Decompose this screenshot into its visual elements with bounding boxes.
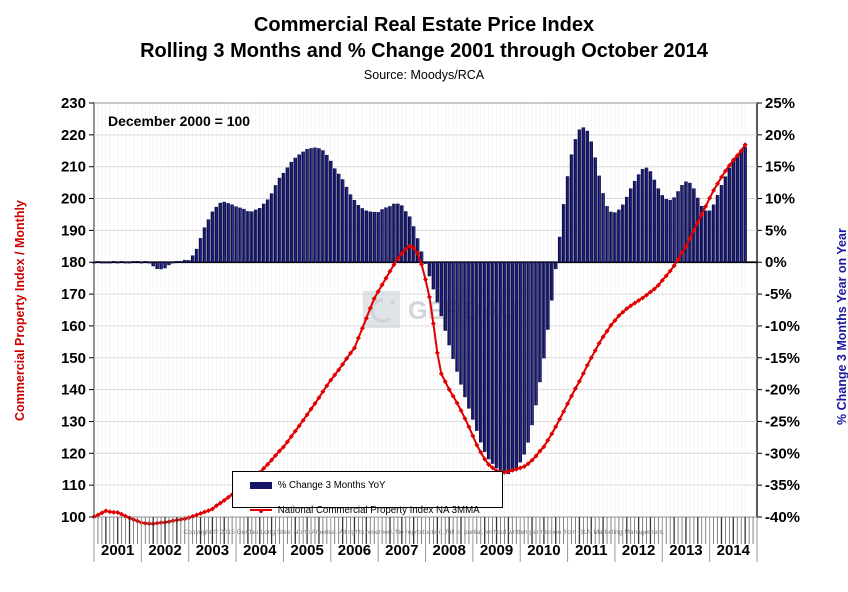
svg-text:2007: 2007 bbox=[385, 542, 418, 559]
svg-text:180: 180 bbox=[61, 254, 86, 271]
svg-text:15%: 15% bbox=[765, 159, 795, 176]
svg-text:-30%: -30% bbox=[765, 445, 800, 462]
svg-text:2001: 2001 bbox=[101, 542, 134, 559]
svg-text:110: 110 bbox=[62, 477, 86, 494]
svg-text:5%: 5% bbox=[765, 222, 787, 239]
svg-text:-10%: -10% bbox=[765, 318, 800, 335]
svg-text:2011: 2011 bbox=[575, 542, 608, 559]
svg-text:-5%: -5% bbox=[765, 286, 792, 303]
svg-text:190: 190 bbox=[61, 222, 86, 239]
svg-text:210: 210 bbox=[61, 159, 86, 176]
svg-text:0%: 0% bbox=[765, 254, 787, 271]
svg-text:25%: 25% bbox=[765, 95, 795, 112]
svg-text:2006: 2006 bbox=[338, 542, 371, 559]
svg-text:150: 150 bbox=[61, 350, 86, 367]
svg-text:2008: 2008 bbox=[432, 542, 465, 559]
svg-text:170: 170 bbox=[61, 286, 86, 303]
svg-text:2012: 2012 bbox=[622, 542, 655, 559]
svg-text:230: 230 bbox=[61, 95, 86, 112]
svg-text:2010: 2010 bbox=[527, 542, 560, 559]
svg-text:-15%: -15% bbox=[765, 350, 800, 367]
svg-text:-40%: -40% bbox=[765, 509, 800, 526]
svg-text:200: 200 bbox=[61, 191, 86, 208]
svg-text:2004: 2004 bbox=[243, 542, 277, 559]
svg-text:2013: 2013 bbox=[669, 542, 702, 559]
svg-text:140: 140 bbox=[61, 382, 86, 399]
svg-text:-35%: -35% bbox=[765, 477, 800, 494]
svg-text:2005: 2005 bbox=[290, 542, 323, 559]
svg-text:220: 220 bbox=[61, 127, 86, 144]
svg-text:2002: 2002 bbox=[148, 542, 181, 559]
svg-text:120: 120 bbox=[61, 445, 86, 462]
svg-text:130: 130 bbox=[61, 413, 86, 430]
svg-text:20%: 20% bbox=[765, 127, 795, 144]
svg-text:100: 100 bbox=[61, 509, 86, 526]
svg-text:2009: 2009 bbox=[480, 542, 513, 559]
svg-text:160: 160 bbox=[61, 318, 86, 335]
svg-text:-20%: -20% bbox=[765, 382, 800, 399]
svg-text:2014: 2014 bbox=[717, 542, 751, 559]
svg-text:2003: 2003 bbox=[196, 542, 229, 559]
svg-text:-25%: -25% bbox=[765, 413, 800, 430]
svg-text:10%: 10% bbox=[765, 191, 795, 208]
